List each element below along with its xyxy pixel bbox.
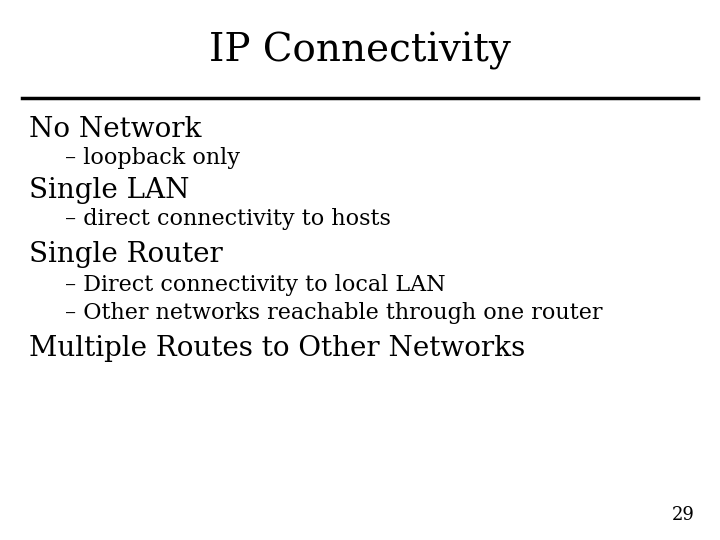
Text: – direct connectivity to hosts: – direct connectivity to hosts: [65, 208, 391, 230]
Text: – Other networks reachable through one router: – Other networks reachable through one r…: [65, 302, 603, 324]
Text: No Network: No Network: [29, 116, 202, 143]
Text: Single LAN: Single LAN: [29, 177, 189, 204]
Text: – loopback only: – loopback only: [65, 147, 240, 169]
Text: 29: 29: [672, 506, 695, 524]
Text: Single Router: Single Router: [29, 241, 222, 268]
Text: – Direct connectivity to local LAN: – Direct connectivity to local LAN: [65, 274, 446, 296]
Text: IP Connectivity: IP Connectivity: [209, 32, 511, 70]
Text: Multiple Routes to Other Networks: Multiple Routes to Other Networks: [29, 335, 525, 362]
